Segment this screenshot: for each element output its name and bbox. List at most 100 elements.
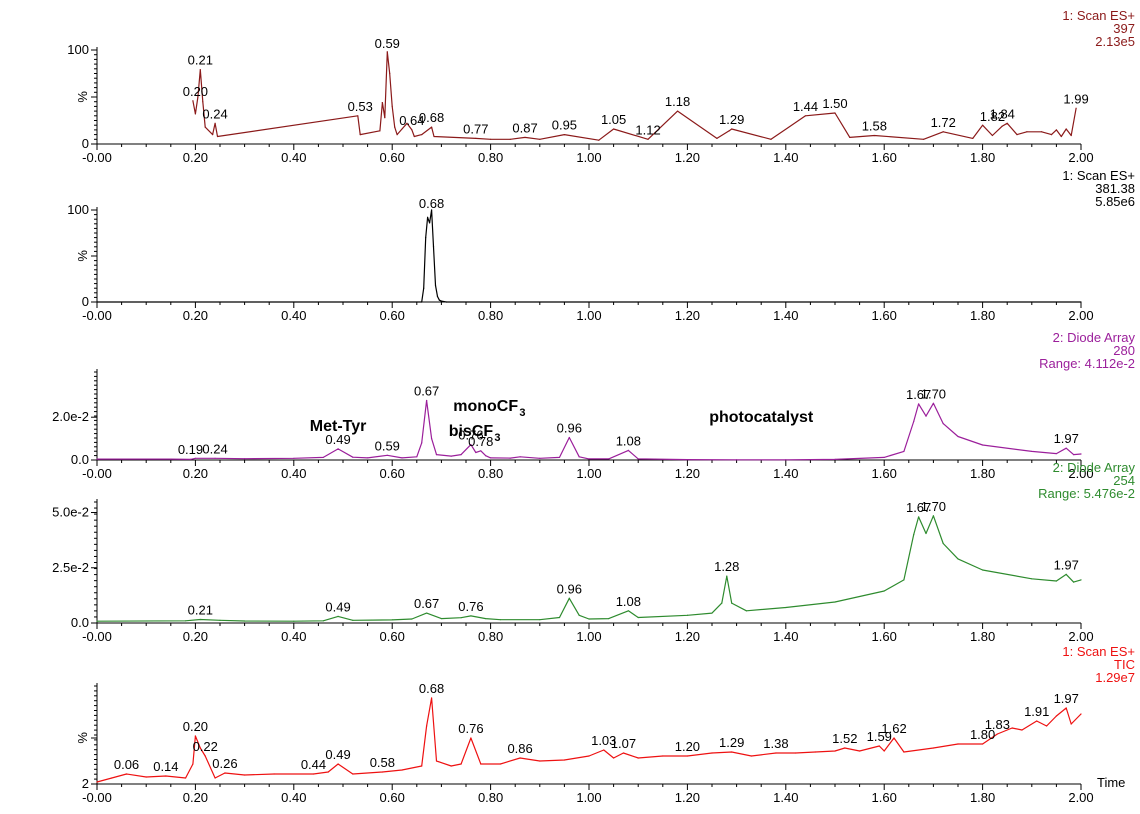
trace-point bbox=[568, 436, 570, 439]
trace-point bbox=[426, 612, 428, 614]
trace-point bbox=[509, 138, 511, 140]
trace-point bbox=[1031, 450, 1033, 453]
trace-point bbox=[401, 128, 403, 130]
peak-label: 1.84 bbox=[990, 106, 1015, 121]
trace-point bbox=[1031, 578, 1033, 580]
trace-point bbox=[1080, 453, 1082, 455]
trace-point bbox=[212, 134, 214, 136]
peak-label: 0.95 bbox=[552, 118, 577, 133]
x-tick-label: 1.20 bbox=[675, 466, 700, 481]
trace-point bbox=[676, 110, 679, 112]
peak-label: 0.21 bbox=[188, 53, 213, 68]
trace-point bbox=[662, 755, 664, 757]
trace-point bbox=[1016, 134, 1018, 136]
trace-point bbox=[337, 763, 339, 765]
trace-point bbox=[170, 458, 172, 460]
trace-point bbox=[627, 610, 629, 612]
trace-point bbox=[475, 137, 477, 139]
trace-point bbox=[184, 620, 187, 622]
trace-point bbox=[357, 115, 359, 117]
trace-point bbox=[524, 136, 526, 139]
trace-point bbox=[1080, 301, 1082, 303]
trace-header-line: 1: Scan ES+ bbox=[1062, 168, 1135, 183]
peak-label: 0.44 bbox=[301, 757, 326, 772]
trace-point bbox=[711, 612, 713, 614]
x-tick-label: -0.00 bbox=[82, 629, 112, 644]
trace-point bbox=[379, 130, 381, 132]
trace-point bbox=[726, 575, 728, 577]
x-tick-label: 1.00 bbox=[576, 629, 601, 644]
peak-label: 1.70 bbox=[921, 499, 946, 514]
trace-point bbox=[189, 458, 192, 460]
peak-label: 0.20 bbox=[183, 719, 208, 734]
trace-point bbox=[539, 457, 541, 459]
peak-label: 0.21 bbox=[188, 602, 213, 617]
trace-point bbox=[1065, 707, 1067, 709]
trace-point bbox=[834, 750, 836, 752]
trace-point bbox=[490, 138, 492, 140]
trace-point bbox=[337, 448, 339, 450]
trace-point bbox=[96, 781, 98, 783]
peak-label: 1.80 bbox=[970, 727, 995, 742]
x-tick-label: 0.60 bbox=[380, 629, 405, 644]
trace-point bbox=[686, 755, 689, 757]
trace-point bbox=[436, 295, 439, 298]
trace-point bbox=[244, 620, 246, 622]
trace-point bbox=[96, 301, 98, 303]
trace-point bbox=[942, 131, 944, 133]
trace-point bbox=[731, 602, 733, 604]
peak-label: 0.67 bbox=[414, 596, 439, 611]
trace-point bbox=[192, 763, 194, 765]
peak-label: 0.20 bbox=[183, 84, 208, 99]
trace-line bbox=[96, 515, 1082, 622]
trace-point bbox=[219, 619, 221, 621]
trace-point bbox=[1060, 135, 1062, 138]
trace-point bbox=[1055, 452, 1057, 455]
trace-point bbox=[433, 135, 435, 138]
trace-point bbox=[406, 122, 408, 124]
trace-point bbox=[381, 102, 383, 104]
trace-point bbox=[622, 752, 625, 754]
trace-point bbox=[563, 759, 566, 761]
peak-label: 1.44 bbox=[793, 99, 818, 114]
trace-point bbox=[637, 458, 639, 460]
trace-point bbox=[785, 459, 787, 461]
x-tick-label: 1.80 bbox=[970, 790, 995, 805]
trace-point bbox=[470, 443, 472, 446]
x-tick-label: 1.40 bbox=[773, 466, 798, 481]
trace-line bbox=[192, 51, 1077, 141]
trace-point bbox=[686, 458, 689, 461]
peak-label: 0.68 bbox=[419, 681, 444, 696]
trace-point bbox=[578, 456, 580, 458]
peak-label: 0.76 bbox=[458, 428, 483, 443]
trace-point bbox=[903, 751, 905, 753]
x-tick-label: 2.00 bbox=[1068, 308, 1093, 323]
peak-label: 1.08 bbox=[616, 594, 641, 609]
peak-label: 1.97 bbox=[1054, 557, 1079, 572]
trace-point bbox=[1050, 134, 1053, 136]
trace-header-line: 1: Scan ES+ bbox=[1062, 644, 1135, 659]
peak-label: 1.07 bbox=[611, 736, 636, 751]
x-tick-label: 0.80 bbox=[478, 150, 503, 165]
trace-point bbox=[519, 456, 521, 458]
trace-point bbox=[1075, 107, 1077, 109]
x-tick-label: -0.00 bbox=[82, 150, 112, 165]
trace-point bbox=[367, 457, 369, 459]
peak-label: 0.86 bbox=[507, 741, 532, 756]
trace-point bbox=[352, 456, 354, 458]
trace-point bbox=[795, 752, 797, 754]
trace-point bbox=[991, 134, 994, 137]
peak-label: 0.87 bbox=[512, 120, 537, 135]
trace-point bbox=[165, 775, 167, 777]
trace-point bbox=[750, 755, 752, 757]
trace-point bbox=[558, 616, 561, 619]
trace-point bbox=[322, 620, 324, 622]
trace-point bbox=[199, 618, 201, 621]
trace-point bbox=[427, 216, 429, 218]
trace-point bbox=[627, 449, 629, 451]
y-tick-label: 2 bbox=[82, 776, 89, 791]
y-tick-label: 0 bbox=[82, 136, 89, 151]
trace-point bbox=[942, 542, 944, 545]
peak-label: 0.59 bbox=[375, 36, 400, 51]
peak-label: 0.24 bbox=[202, 106, 227, 121]
